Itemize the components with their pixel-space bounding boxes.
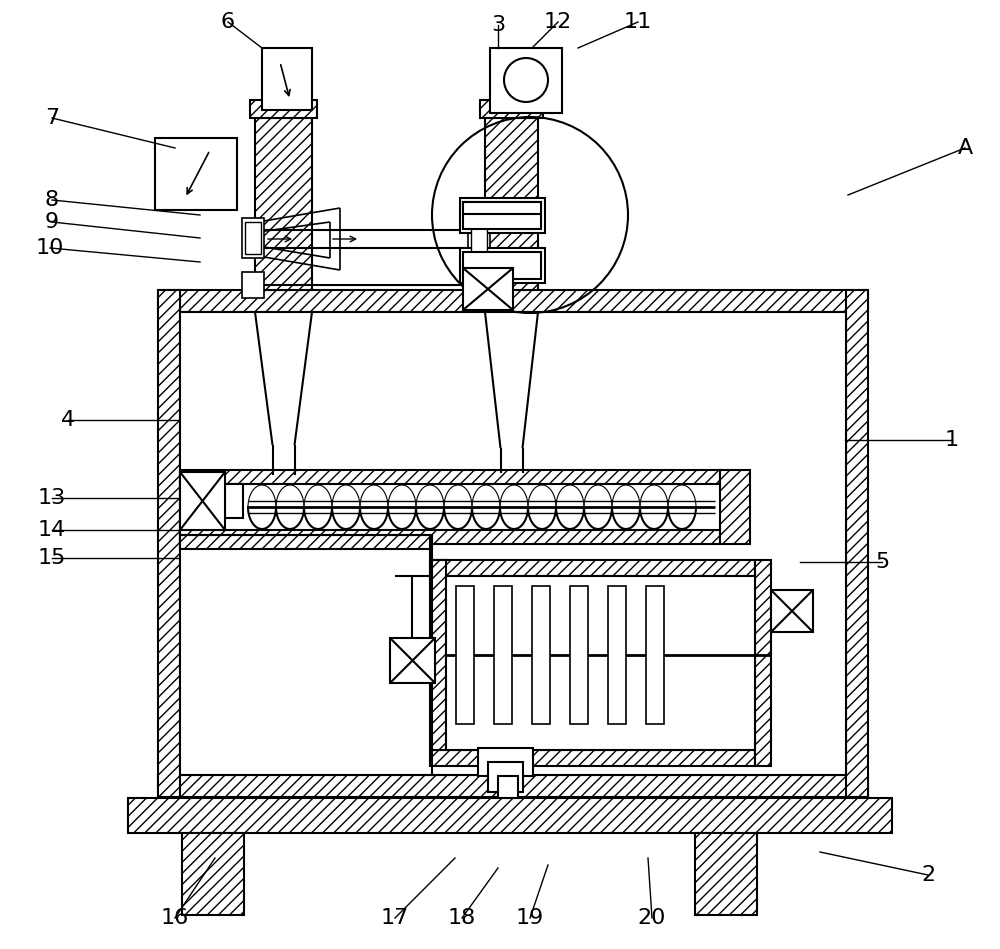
Bar bbox=[456, 586, 474, 724]
Bar bbox=[498, 776, 518, 798]
Bar bbox=[478, 748, 533, 776]
Text: 18: 18 bbox=[448, 908, 476, 928]
Bar bbox=[468, 218, 490, 258]
Text: 19: 19 bbox=[516, 908, 544, 928]
Bar bbox=[646, 586, 664, 724]
Bar bbox=[720, 470, 750, 544]
Bar bbox=[846, 290, 868, 797]
Text: 6: 6 bbox=[221, 12, 235, 32]
Bar bbox=[180, 530, 720, 544]
Bar bbox=[430, 560, 446, 750]
Text: 17: 17 bbox=[381, 908, 409, 928]
Bar bbox=[532, 586, 550, 724]
Bar bbox=[242, 218, 264, 258]
Bar bbox=[430, 750, 755, 766]
Text: 9: 9 bbox=[45, 212, 59, 232]
Bar bbox=[245, 222, 261, 254]
Text: 3: 3 bbox=[491, 15, 505, 35]
Text: A: A bbox=[957, 138, 973, 158]
Bar bbox=[446, 576, 755, 750]
Text: 20: 20 bbox=[638, 908, 666, 928]
Bar bbox=[155, 138, 237, 210]
Bar bbox=[494, 586, 512, 724]
Bar bbox=[480, 100, 543, 118]
Bar bbox=[158, 290, 180, 797]
Bar bbox=[468, 272, 490, 298]
Bar bbox=[430, 560, 755, 576]
Bar bbox=[180, 472, 225, 530]
Bar bbox=[570, 586, 588, 724]
Bar bbox=[463, 252, 541, 279]
Text: 12: 12 bbox=[544, 12, 572, 32]
Bar bbox=[471, 222, 487, 254]
Bar bbox=[242, 272, 264, 298]
Text: 5: 5 bbox=[875, 552, 889, 572]
Bar bbox=[463, 202, 541, 214]
Text: 2: 2 bbox=[921, 865, 935, 885]
Bar bbox=[180, 470, 720, 484]
Bar bbox=[180, 312, 846, 775]
Bar bbox=[755, 560, 771, 766]
Bar bbox=[390, 638, 435, 683]
Bar bbox=[485, 118, 538, 290]
Text: 15: 15 bbox=[38, 548, 66, 568]
Text: 16: 16 bbox=[161, 908, 189, 928]
Text: 14: 14 bbox=[38, 520, 66, 540]
Bar bbox=[695, 833, 757, 915]
Bar bbox=[608, 586, 626, 724]
Text: 7: 7 bbox=[45, 108, 59, 128]
Bar bbox=[460, 248, 545, 283]
Bar bbox=[463, 268, 513, 310]
Text: 1: 1 bbox=[945, 430, 959, 450]
Bar bbox=[250, 100, 317, 118]
Bar bbox=[463, 202, 541, 229]
Text: 13: 13 bbox=[38, 488, 66, 508]
Bar bbox=[158, 290, 868, 312]
Bar bbox=[182, 833, 244, 915]
Bar bbox=[490, 48, 562, 113]
Bar bbox=[460, 198, 545, 233]
Text: 10: 10 bbox=[36, 238, 64, 258]
Bar bbox=[158, 775, 868, 797]
Text: 11: 11 bbox=[624, 12, 652, 32]
Bar bbox=[255, 118, 312, 290]
Text: 8: 8 bbox=[45, 190, 59, 210]
Text: 4: 4 bbox=[61, 410, 75, 430]
Bar bbox=[488, 762, 523, 792]
Bar bbox=[128, 798, 892, 833]
Bar bbox=[180, 535, 432, 549]
Bar bbox=[225, 484, 243, 518]
Bar bbox=[771, 590, 813, 632]
Bar bbox=[262, 48, 312, 110]
